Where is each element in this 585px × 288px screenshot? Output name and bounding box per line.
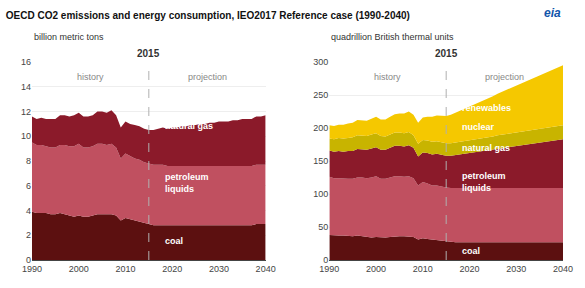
svg-text:2000: 2000 (366, 264, 386, 274)
svg-text:natural gas: natural gas (165, 121, 213, 131)
svg-text:nuclear: nuclear (462, 122, 495, 132)
svg-text:12: 12 (21, 107, 31, 117)
svg-text:2040: 2040 (553, 264, 573, 274)
svg-text:history: history (77, 72, 104, 82)
svg-text:10: 10 (21, 131, 31, 141)
svg-text:16: 16 (21, 57, 31, 67)
svg-text:2020: 2020 (460, 264, 480, 274)
svg-text:2020: 2020 (162, 264, 182, 274)
svg-text:14: 14 (21, 82, 31, 92)
svg-text:coal: coal (165, 236, 183, 246)
svg-text:2030: 2030 (506, 264, 526, 274)
svg-text:quadrillion British thermal un: quadrillion British thermal units (331, 32, 454, 42)
svg-text:natural gas: natural gas (462, 143, 510, 153)
svg-text:2030: 2030 (209, 264, 229, 274)
svg-text:6: 6 (26, 181, 31, 191)
svg-text:coal: coal (462, 246, 480, 256)
svg-text:200: 200 (313, 123, 328, 133)
svg-text:2015: 2015 (435, 48, 458, 59)
svg-text:petroleumliquids: petroleumliquids (165, 172, 209, 194)
svg-text:OECD CO2 emissions and energy: OECD CO2 emissions and energy consumptio… (6, 10, 410, 21)
svg-text:50: 50 (318, 222, 328, 232)
svg-text:billion metric tons: billion metric tons (34, 32, 104, 42)
svg-text:2015: 2015 (137, 48, 160, 59)
svg-text:2010: 2010 (115, 264, 135, 274)
svg-text:projection: projection (485, 72, 524, 82)
svg-text:250: 250 (313, 90, 328, 100)
svg-text:150: 150 (313, 156, 328, 166)
svg-text:0: 0 (26, 255, 31, 265)
svg-text:2000: 2000 (69, 264, 89, 274)
svg-text:100: 100 (313, 189, 328, 199)
svg-text:2040: 2040 (256, 264, 276, 274)
svg-text:300: 300 (313, 57, 328, 67)
svg-text:2010: 2010 (413, 264, 433, 274)
svg-text:eia: eia (544, 6, 561, 20)
svg-text:petroleumliquids: petroleumliquids (462, 171, 506, 193)
svg-text:8: 8 (26, 156, 31, 166)
svg-text:4: 4 (26, 206, 31, 216)
svg-text:renewables: renewables (462, 103, 511, 113)
svg-text:history: history (374, 72, 401, 82)
svg-text:projection: projection (188, 72, 227, 82)
svg-text:0: 0 (323, 255, 328, 265)
svg-text:2: 2 (26, 230, 31, 240)
svg-text:1990: 1990 (22, 264, 42, 274)
svg-text:1990: 1990 (319, 264, 339, 274)
